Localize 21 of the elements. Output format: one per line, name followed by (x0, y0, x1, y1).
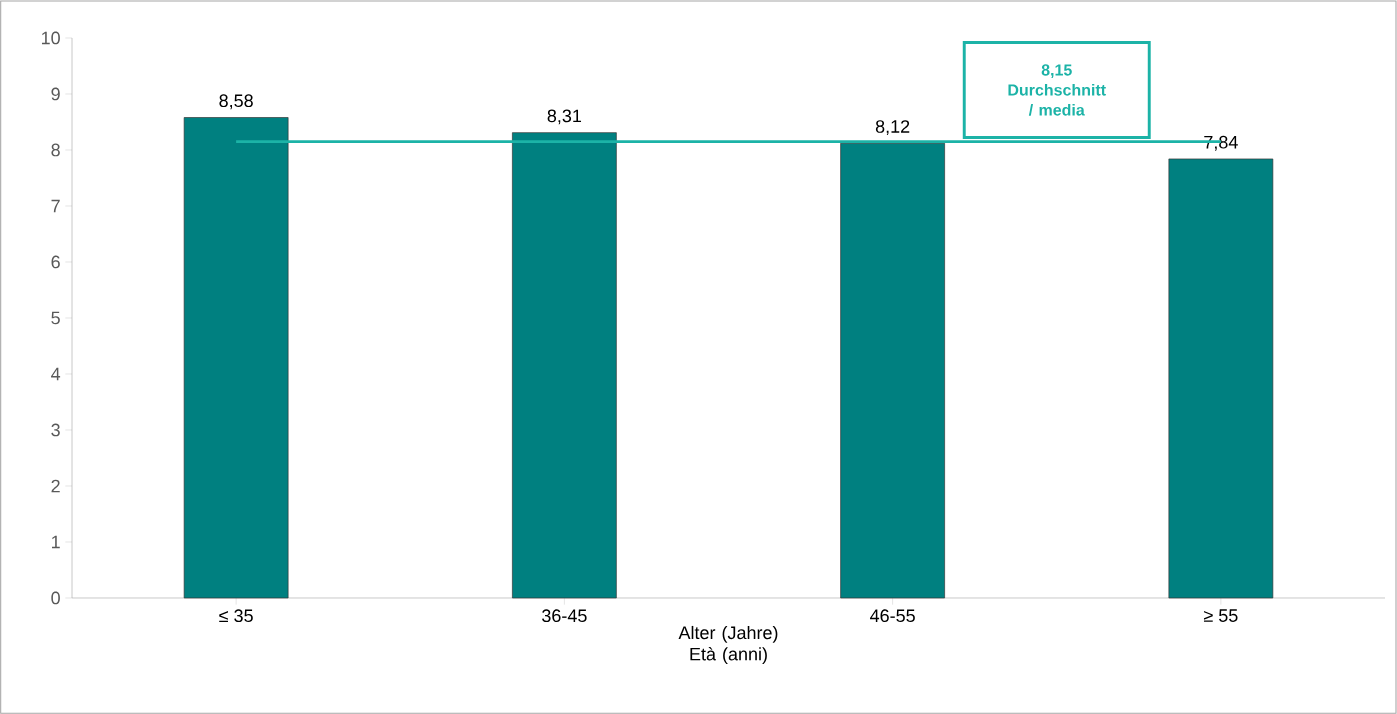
y-tick-label: 2 (51, 479, 60, 493)
x-tick-label: ≤ 35 (219, 609, 253, 623)
x-axis-title: Alter (Jahre) Età (anni) (678, 625, 778, 665)
y-tick-label: 0 (51, 591, 60, 605)
data-label: 7,84 (1204, 135, 1238, 151)
y-tick-label: 9 (51, 87, 60, 101)
y-tick-label: 4 (51, 367, 61, 381)
y-tick-label: 5 (51, 311, 60, 325)
x-tick-label: 36-45 (542, 609, 587, 623)
data-label: 8,58 (219, 94, 253, 110)
ref-line-label: 8,15 Durchschnitt / media (1008, 64, 1106, 116)
x-tick-label: 46-55 (870, 609, 915, 623)
y-tick-label: 10 (41, 31, 60, 45)
x-tick-label: ≥ 55 (1203, 609, 1238, 622)
data-label: 8,31 (547, 109, 582, 125)
y-tick-label: 7 (51, 199, 60, 213)
y-tick-label: 3 (51, 423, 60, 437)
y-tick-label: 8 (51, 143, 60, 157)
y-tick-label: 6 (51, 255, 60, 269)
y-tick-label: 1 (52, 535, 60, 549)
data-label: 8,12 (875, 120, 910, 135)
